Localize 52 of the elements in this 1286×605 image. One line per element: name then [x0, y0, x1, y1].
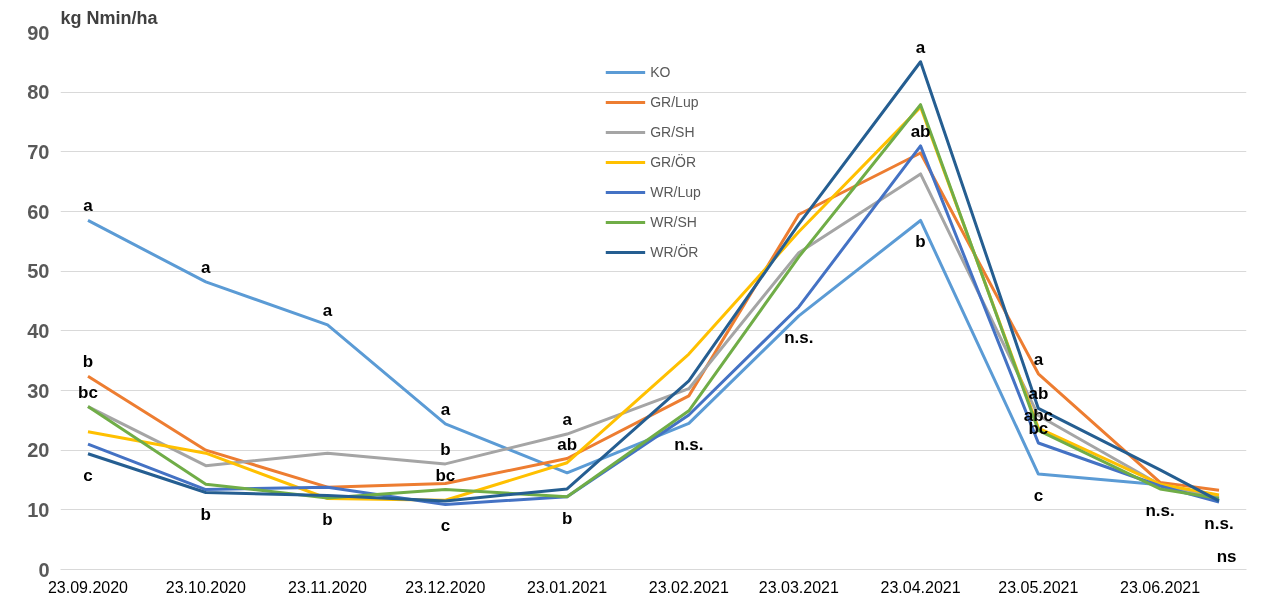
annotation: b [440, 439, 451, 459]
y-tick-label: 0 [38, 558, 50, 581]
y-tick-label: 70 [27, 140, 50, 163]
annotation: a [322, 300, 333, 320]
annotation: b [82, 352, 94, 372]
x-tick-label: 23.02.2021 [648, 578, 729, 596]
legend-label: WR/ÖR [650, 244, 699, 260]
annotation: n.s. [674, 435, 704, 455]
annotation: a [1033, 349, 1044, 369]
x-tick-label: 23.04.2021 [880, 578, 961, 596]
x-tick-label: 23.09.2020 [47, 578, 129, 596]
legend-label: GR/ÖR [650, 154, 697, 170]
annotation: b [322, 510, 333, 530]
y-axis-title: kg Nmin/ha [60, 7, 159, 28]
legend-label: WR/Lup [650, 184, 701, 200]
annotation: ab [557, 434, 578, 454]
annotation: a [562, 410, 573, 430]
annotation: a [915, 37, 926, 57]
annotation: c [1033, 486, 1044, 506]
legend-label: WR/SH [650, 214, 697, 230]
annotation: b [915, 232, 926, 252]
legend-label: GR/Lup [650, 94, 699, 110]
annotation: a [83, 196, 94, 216]
x-tick-label: 23.12.2020 [405, 578, 486, 596]
annotation: bc [435, 465, 456, 485]
annotation: n.s. [784, 327, 814, 347]
annotation: b [561, 508, 573, 528]
annotation: a [440, 399, 451, 419]
y-tick-label: 80 [27, 81, 50, 104]
x-tick-label: 23.10.2020 [165, 578, 246, 596]
y-tick-label: 40 [27, 319, 50, 342]
annotation: c [83, 465, 93, 485]
annotation: n.s. [1145, 500, 1175, 520]
legend-label: GR/SH [650, 124, 695, 140]
y-tick-label: 10 [27, 498, 50, 521]
x-tick-label: 23.11.2020 [288, 578, 368, 596]
legend-label: KO [650, 64, 671, 80]
annotation: b [200, 504, 211, 524]
x-tick-label: 23.05.2021 [998, 578, 1079, 596]
x-tick-label: 23.03.2021 [758, 578, 839, 596]
x-tick-label: 23.06.2021 [1120, 578, 1201, 596]
annotation: a [201, 257, 212, 277]
y-tick-label: 30 [27, 379, 50, 402]
annotation: n.s. [1204, 514, 1234, 534]
y-tick-label: 50 [27, 260, 50, 283]
annotation: ns [1216, 546, 1237, 566]
y-tick-label: 90 [27, 21, 50, 44]
y-tick-label: 60 [27, 200, 50, 223]
y-tick-label: 20 [27, 439, 50, 462]
annotation: bc [78, 382, 98, 402]
x-tick-label: 23.01.2021 [527, 578, 608, 596]
annotation: c [440, 516, 451, 536]
